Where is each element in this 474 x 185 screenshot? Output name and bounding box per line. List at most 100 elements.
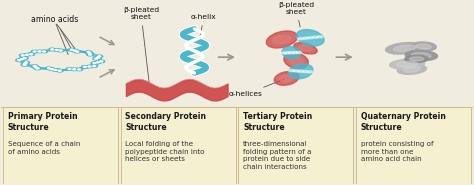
Circle shape bbox=[26, 54, 28, 55]
Ellipse shape bbox=[411, 42, 436, 51]
Ellipse shape bbox=[299, 46, 312, 51]
Circle shape bbox=[87, 52, 90, 53]
Circle shape bbox=[85, 51, 92, 53]
Circle shape bbox=[59, 50, 62, 51]
Ellipse shape bbox=[279, 75, 294, 82]
FancyBboxPatch shape bbox=[121, 107, 236, 184]
Circle shape bbox=[71, 68, 77, 70]
Circle shape bbox=[93, 58, 100, 60]
Circle shape bbox=[31, 65, 38, 67]
Ellipse shape bbox=[397, 65, 427, 74]
Circle shape bbox=[87, 53, 93, 56]
Circle shape bbox=[293, 70, 299, 72]
Circle shape bbox=[307, 71, 313, 73]
Ellipse shape bbox=[386, 43, 424, 54]
Circle shape bbox=[54, 49, 60, 51]
Text: β-pleated
sheet: β-pleated sheet bbox=[278, 2, 314, 27]
Ellipse shape bbox=[405, 50, 438, 60]
Circle shape bbox=[24, 63, 27, 64]
Circle shape bbox=[46, 67, 52, 70]
Ellipse shape bbox=[289, 64, 313, 79]
Circle shape bbox=[91, 62, 98, 64]
Circle shape bbox=[18, 60, 20, 61]
Ellipse shape bbox=[274, 71, 299, 85]
Circle shape bbox=[88, 66, 91, 67]
FancyBboxPatch shape bbox=[3, 107, 118, 184]
Circle shape bbox=[23, 61, 29, 64]
Circle shape bbox=[21, 55, 24, 56]
Ellipse shape bbox=[282, 47, 301, 59]
Circle shape bbox=[297, 38, 303, 40]
Circle shape bbox=[86, 52, 93, 55]
Circle shape bbox=[83, 66, 86, 67]
Circle shape bbox=[68, 68, 71, 70]
Circle shape bbox=[49, 48, 55, 51]
Circle shape bbox=[56, 70, 63, 72]
Circle shape bbox=[31, 50, 38, 53]
Circle shape bbox=[97, 62, 100, 63]
Circle shape bbox=[72, 49, 78, 52]
Circle shape bbox=[308, 37, 313, 39]
Circle shape bbox=[95, 58, 98, 59]
Circle shape bbox=[289, 70, 294, 72]
Circle shape bbox=[74, 51, 81, 53]
Circle shape bbox=[298, 70, 304, 72]
Circle shape bbox=[86, 65, 93, 68]
Text: three-dimensional
folding pattern of a
protein due to side
chain interactions: three-dimensional folding pattern of a p… bbox=[243, 141, 311, 169]
Circle shape bbox=[57, 49, 64, 52]
Text: α-helix: α-helix bbox=[191, 14, 217, 38]
Circle shape bbox=[98, 60, 105, 63]
Circle shape bbox=[93, 65, 96, 67]
Text: β-pleated
sheet: β-pleated sheet bbox=[123, 7, 159, 84]
Text: Secondary Protein
Structure: Secondary Protein Structure bbox=[126, 112, 207, 132]
Circle shape bbox=[73, 50, 76, 51]
Circle shape bbox=[33, 66, 36, 67]
Circle shape bbox=[296, 51, 302, 53]
Circle shape bbox=[21, 57, 28, 60]
Ellipse shape bbox=[289, 57, 303, 65]
Ellipse shape bbox=[403, 67, 420, 72]
Ellipse shape bbox=[397, 61, 418, 67]
Circle shape bbox=[30, 54, 33, 55]
Circle shape bbox=[49, 68, 55, 70]
Circle shape bbox=[97, 57, 100, 58]
Circle shape bbox=[22, 62, 28, 65]
Circle shape bbox=[16, 59, 22, 61]
Text: Local folding of the
polypeptide chain into
helices or sheets: Local folding of the polypeptide chain i… bbox=[126, 141, 205, 162]
Circle shape bbox=[34, 67, 41, 70]
Circle shape bbox=[47, 68, 50, 69]
Text: Sequence of a chain
of amino acids: Sequence of a chain of amino acids bbox=[8, 141, 80, 154]
FancyBboxPatch shape bbox=[238, 107, 353, 184]
Circle shape bbox=[19, 54, 26, 57]
Circle shape bbox=[66, 68, 73, 70]
Text: amino acids: amino acids bbox=[31, 15, 79, 51]
Text: α-helices: α-helices bbox=[229, 79, 284, 97]
Circle shape bbox=[18, 58, 25, 60]
Circle shape bbox=[58, 70, 61, 71]
Ellipse shape bbox=[393, 45, 416, 52]
Circle shape bbox=[76, 51, 79, 52]
Circle shape bbox=[36, 50, 43, 53]
Circle shape bbox=[38, 51, 41, 52]
Circle shape bbox=[70, 49, 73, 50]
Circle shape bbox=[33, 51, 36, 52]
Text: protein consisting of
more than one
amino acid chain: protein consisting of more than one amin… bbox=[361, 141, 433, 162]
Circle shape bbox=[95, 61, 101, 64]
Ellipse shape bbox=[296, 30, 324, 46]
Circle shape bbox=[68, 48, 75, 51]
Circle shape bbox=[302, 70, 308, 73]
Circle shape bbox=[292, 52, 298, 54]
Circle shape bbox=[43, 51, 46, 52]
Text: Quaternary Protein
Structure: Quaternary Protein Structure bbox=[361, 112, 446, 132]
Circle shape bbox=[24, 53, 30, 56]
Ellipse shape bbox=[284, 53, 308, 69]
Circle shape bbox=[55, 49, 58, 51]
Ellipse shape bbox=[266, 31, 298, 48]
Circle shape bbox=[41, 50, 47, 53]
Circle shape bbox=[281, 52, 287, 54]
Ellipse shape bbox=[410, 57, 424, 61]
Text: Tertiary Protein
Structure: Tertiary Protein Structure bbox=[243, 112, 312, 132]
Circle shape bbox=[89, 54, 91, 55]
Circle shape bbox=[95, 56, 101, 59]
Circle shape bbox=[51, 49, 54, 50]
